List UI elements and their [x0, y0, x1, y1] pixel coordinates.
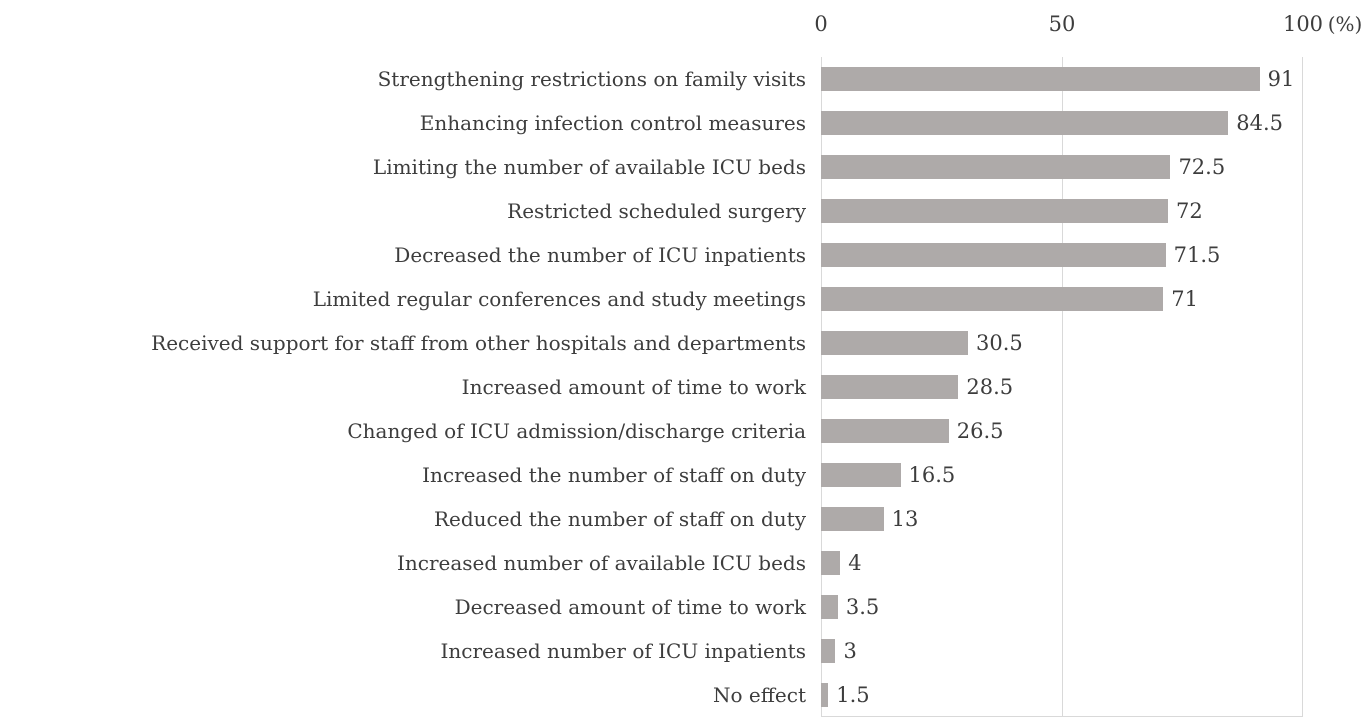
gridline-100: [1302, 57, 1303, 717]
chart-row: No effect 1.5: [0, 673, 1303, 717]
bar: [821, 463, 901, 487]
bar-track: 26.5: [821, 409, 1303, 453]
category-label: Restricted scheduled surgery: [507, 199, 806, 223]
bar-track: 13: [821, 497, 1303, 541]
bar: [821, 155, 1171, 179]
bar: [821, 595, 838, 619]
bar: [821, 419, 949, 443]
chart-row: Restricted scheduled surgery 72: [0, 189, 1303, 233]
bar: [821, 331, 968, 355]
category-label: Reduced the number of staff on duty: [433, 507, 806, 531]
value-axis-top: 0 50 100 (%): [814, 0, 1362, 57]
chart-row: Reduced the number of staff on duty 13: [0, 497, 1303, 541]
bar-track: 1.5: [821, 673, 1303, 717]
axis-unit-label: (%): [1327, 12, 1363, 36]
value-label: 72.5: [1178, 155, 1226, 179]
category-label: Changed of ICU admission/discharge crite…: [347, 419, 806, 443]
bar-track: 28.5: [821, 365, 1303, 409]
category-label: No effect: [712, 683, 806, 707]
category-label: Strengthening restrictions on family vis…: [377, 67, 806, 91]
bar-track: 4: [821, 541, 1303, 585]
value-label: 1.5: [836, 683, 870, 707]
value-label: 13: [891, 507, 919, 531]
value-label: 3: [843, 639, 857, 663]
bar-track: 72.5: [821, 145, 1303, 189]
value-label: 72: [1176, 199, 1203, 223]
chart-row: Changed of ICU admission/discharge crite…: [0, 409, 1303, 453]
bar: [821, 551, 841, 575]
chart-row: Increased number of available ICU beds 4: [0, 541, 1303, 585]
gridline-50: [1062, 57, 1063, 717]
bar-track: 16.5: [821, 453, 1303, 497]
bar: [821, 375, 959, 399]
bar: [821, 243, 1166, 267]
value-label: 3.5: [845, 595, 880, 619]
bar-track: 71.5: [821, 233, 1303, 277]
bar-track: 71: [821, 277, 1303, 321]
value-label: 71.5: [1173, 243, 1221, 267]
category-label: Decreased amount of time to work: [454, 595, 806, 619]
bar-track: 30.5: [821, 321, 1303, 365]
category-label: Enhancing infection control measures: [419, 111, 806, 135]
bar-track: 84.5: [821, 101, 1303, 145]
bar: [821, 639, 836, 663]
category-label: Increased amount of time to work: [461, 375, 806, 399]
bar-track: 3.5: [821, 585, 1303, 629]
chart-row: Strengthening restrictions on family vis…: [0, 57, 1303, 101]
chart-row: Increased the number of staff on duty 16…: [0, 453, 1303, 497]
chart-row: Decreased the number of ICU inpatients 7…: [0, 233, 1303, 277]
bar: [821, 507, 884, 531]
value-label: 4: [848, 551, 862, 575]
chart-row: Decreased amount of time to work 3.5: [0, 585, 1303, 629]
chart-row: Received support for staff from other ho…: [0, 321, 1303, 365]
value-label: 84.5: [1236, 111, 1284, 135]
category-label: Received support for staff from other ho…: [151, 331, 806, 355]
bar: [821, 287, 1164, 311]
value-label: 26.5: [956, 419, 1004, 443]
axis-tick-100: 100: [1282, 12, 1324, 36]
value-label: 71: [1171, 287, 1198, 311]
bar-track: 91: [821, 57, 1303, 101]
bar: [821, 683, 829, 707]
category-label: Increased the number of staff on duty: [422, 463, 806, 487]
bar-track: 3: [821, 629, 1303, 673]
chart-row: Increased amount of time to work 28.5: [0, 365, 1303, 409]
value-label: 16.5: [908, 463, 956, 487]
value-label: 30.5: [976, 331, 1023, 355]
plot-bottom-line: [821, 716, 1303, 717]
category-label: Limited regular conferences and study me…: [312, 287, 806, 311]
value-label: 28.5: [966, 375, 1014, 399]
chart-row: Limiting the number of available ICU bed…: [0, 145, 1303, 189]
category-label: Increased number of ICU inpatients: [440, 639, 806, 663]
bar: [821, 67, 1260, 91]
bar-track: 72: [821, 189, 1303, 233]
bar: [821, 111, 1229, 135]
bar: [821, 199, 1169, 223]
chart-rows: Strengthening restrictions on family vis…: [0, 57, 1303, 717]
category-label: Decreased the number of ICU inpatients: [394, 243, 806, 267]
chart-row: Limited regular conferences and study me…: [0, 277, 1303, 321]
category-label: Increased number of available ICU beds: [396, 551, 806, 575]
axis-tick-0: 0: [814, 12, 828, 36]
category-label: Limiting the number of available ICU bed…: [372, 155, 806, 179]
axis-tick-50: 50: [1048, 12, 1076, 36]
value-label: 91: [1267, 67, 1295, 91]
chart-row: Increased number of ICU inpatients 3: [0, 629, 1303, 673]
chart-row: Enhancing infection control measures 84.…: [0, 101, 1303, 145]
